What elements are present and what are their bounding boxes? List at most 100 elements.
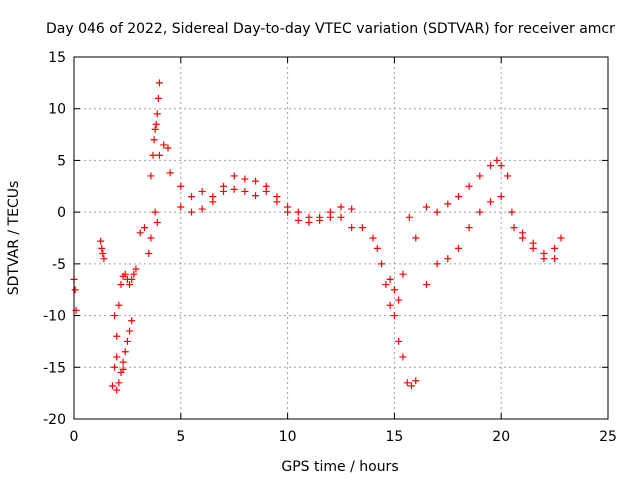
y-tick-label: -5 bbox=[52, 257, 66, 273]
data-point bbox=[386, 301, 394, 309]
y-tick-label: 15 bbox=[48, 50, 66, 66]
data-point bbox=[150, 136, 158, 144]
x-tick-label: 20 bbox=[492, 429, 510, 445]
data-point bbox=[128, 317, 136, 325]
data-point bbox=[115, 301, 123, 309]
data-point bbox=[412, 377, 420, 385]
data-point bbox=[433, 260, 441, 268]
data-point bbox=[113, 386, 121, 394]
data-point bbox=[71, 286, 79, 294]
data-point bbox=[119, 365, 127, 373]
data-point bbox=[241, 175, 249, 183]
data-point bbox=[121, 270, 129, 278]
data-point bbox=[540, 255, 548, 263]
data-point bbox=[187, 208, 195, 216]
data-point bbox=[487, 162, 495, 170]
data-point bbox=[252, 192, 260, 200]
data-point bbox=[117, 281, 125, 289]
x-tick-label: 10 bbox=[279, 429, 297, 445]
data-point bbox=[373, 244, 381, 252]
data-point bbox=[113, 353, 121, 361]
data-point bbox=[145, 250, 153, 258]
data-point bbox=[230, 172, 238, 180]
x-tick-label: 15 bbox=[385, 429, 403, 445]
grid-layer bbox=[74, 57, 608, 419]
y-tick-label: -15 bbox=[43, 360, 66, 376]
data-point bbox=[399, 353, 407, 361]
data-point bbox=[209, 193, 217, 201]
data-point bbox=[111, 312, 119, 320]
data-point bbox=[241, 187, 249, 195]
data-point bbox=[476, 172, 484, 180]
data-point bbox=[316, 216, 324, 224]
y-tick-label: -10 bbox=[43, 309, 66, 325]
data-point bbox=[487, 198, 495, 206]
data-point bbox=[399, 270, 407, 278]
data-point bbox=[149, 151, 157, 159]
data-point bbox=[273, 198, 281, 206]
x-axis-label: GPS time / hours bbox=[281, 459, 398, 475]
tick-layer: 0 5 10 15 20 25 -20 -15 -10 -5 0 5 10 15 bbox=[43, 50, 617, 445]
y-tick-label: 5 bbox=[57, 153, 66, 169]
x-tick-label: 5 bbox=[176, 429, 185, 445]
data-point bbox=[395, 337, 403, 345]
y-axis-label: SDTVAR / TECUs bbox=[6, 181, 22, 296]
data-point bbox=[510, 224, 518, 232]
data-point bbox=[433, 208, 441, 216]
data-point bbox=[497, 162, 505, 170]
data-point bbox=[405, 213, 413, 221]
data-point bbox=[382, 281, 390, 289]
data-point bbox=[454, 193, 462, 201]
data-point bbox=[294, 216, 302, 224]
data-point bbox=[230, 185, 238, 193]
data-point bbox=[326, 213, 334, 221]
data-point bbox=[97, 237, 105, 245]
data-point bbox=[252, 177, 260, 185]
data-point bbox=[155, 79, 163, 87]
data-point bbox=[147, 172, 155, 180]
data-point bbox=[305, 218, 313, 226]
data-point bbox=[166, 169, 174, 177]
data-point bbox=[99, 250, 107, 258]
data-point bbox=[151, 208, 159, 216]
data-point bbox=[369, 234, 377, 242]
data-point bbox=[386, 275, 394, 283]
data-point bbox=[348, 205, 356, 213]
data-point bbox=[551, 255, 559, 263]
data-point bbox=[119, 358, 127, 366]
y-tick-label: 10 bbox=[48, 102, 66, 118]
point-layer bbox=[70, 79, 565, 394]
data-point bbox=[519, 229, 527, 237]
data-point bbox=[390, 286, 398, 294]
data-point bbox=[412, 234, 420, 242]
data-point bbox=[337, 203, 345, 211]
data-point bbox=[454, 244, 462, 252]
data-point bbox=[126, 327, 134, 335]
data-point bbox=[444, 200, 452, 208]
data-point bbox=[465, 182, 473, 190]
data-point bbox=[390, 312, 398, 320]
data-point bbox=[115, 379, 123, 387]
chart-title: Day 046 of 2022, Sidereal Day-to-day VTE… bbox=[46, 21, 615, 37]
data-point bbox=[140, 224, 148, 232]
data-point bbox=[152, 120, 160, 128]
data-point bbox=[465, 224, 473, 232]
data-point bbox=[378, 260, 386, 268]
data-point bbox=[497, 193, 505, 201]
data-point bbox=[262, 187, 270, 195]
data-point bbox=[198, 205, 206, 213]
data-point bbox=[151, 125, 159, 133]
data-point bbox=[284, 208, 292, 216]
data-point bbox=[407, 382, 415, 390]
data-point bbox=[551, 244, 559, 252]
data-point bbox=[132, 265, 140, 273]
data-point bbox=[100, 255, 108, 263]
data-point bbox=[403, 379, 411, 387]
data-point bbox=[220, 187, 228, 195]
data-point bbox=[155, 151, 163, 159]
data-point bbox=[111, 363, 119, 371]
data-point bbox=[164, 144, 172, 152]
data-point bbox=[508, 208, 516, 216]
data-point bbox=[147, 234, 155, 242]
